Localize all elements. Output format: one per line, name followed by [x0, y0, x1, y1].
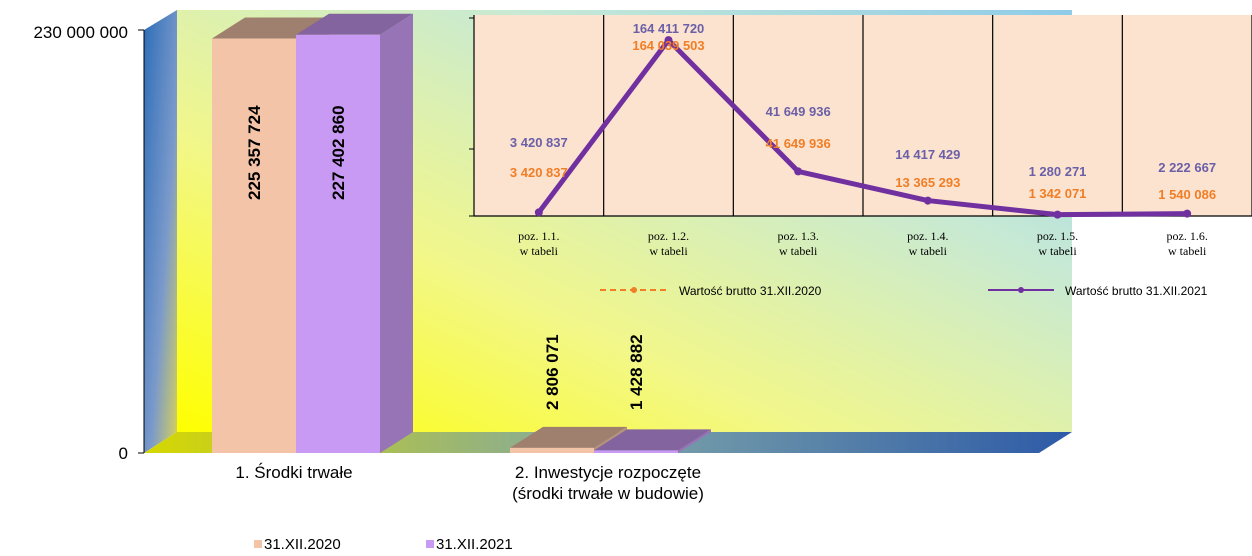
inset-legend-label-2021: Wartość brutto 31.XII.2021 — [1065, 284, 1208, 298]
inset-data-label-2021: 164 411 720 — [633, 21, 705, 36]
category-label-srodki-trwale: 1. Środki trwałe — [235, 463, 352, 482]
bar-2-31xii2020-front — [510, 447, 594, 453]
bar-1-31xii2021-top — [296, 13, 413, 35]
inset-x-tick-label: w tabeli — [1168, 244, 1207, 258]
inset-data-label-2020: 3 420 837 — [510, 165, 568, 180]
legend-swatch-2021 — [426, 540, 434, 548]
bar-2-31xii2021: 1 428 882 — [594, 334, 711, 453]
inset-point-2021 — [664, 36, 673, 45]
inset-x-tick-label: poz. 1.3. — [778, 229, 819, 243]
bar-2-31xii2020-value-label: 2 806 071 — [543, 334, 562, 410]
inset-x-tick-label: w tabeli — [649, 244, 688, 258]
inset-x-tick-label: w tabeli — [779, 244, 818, 258]
y-axis-min-label: 0 — [119, 444, 128, 463]
inset-line-chart: 3 420 837 3 420 837 164 411 720 164 039 503… — [469, 15, 1252, 298]
y-axis-max-label: 230 000 000 — [33, 23, 128, 42]
main-legend: 31.XII.2020 31.XII.2021 — [254, 536, 513, 553]
inset-x-tick-label: poz. 1.6. — [1167, 229, 1208, 243]
inset-point-2021 — [923, 196, 932, 205]
inset-data-label-2021: 3 420 837 — [510, 135, 568, 150]
inset-point-2021 — [794, 167, 803, 176]
inset-legend-marker-2020 — [631, 287, 637, 293]
bar-1-31xii2021-side — [380, 13, 413, 453]
bar-1-31xii2021: 227 402 860 — [296, 13, 413, 453]
bar-2-31xii2021-front — [594, 450, 678, 453]
bar-1-31xii2021-front — [296, 34, 380, 453]
inset-legend-label-2020: Wartość brutto 31.XII.2020 — [679, 284, 822, 298]
inset-data-label-2021: 2 222 667 — [1158, 160, 1216, 175]
bar-1-31xii2020-value-label: 225 357 724 — [245, 105, 264, 200]
inset-series-line-2021 — [536, 37, 1188, 218]
inset-data-label-2021: 41 649 936 — [766, 104, 831, 119]
category-label-inwestycje-line1: 2. Inwestycje rozpoczęte — [515, 463, 701, 482]
legend-swatch-2020 — [254, 540, 262, 548]
inset-x-tick-label: w tabeli — [909, 244, 948, 258]
inset-data-label-2021: 1 280 271 — [1029, 164, 1087, 179]
category-label-inwestycje-line2: (środki trwałe w budowie) — [512, 484, 704, 503]
inset-point-2021 — [534, 208, 543, 217]
main-bar-series: 225 357 724 227 402 860 2 806 071 1 428 882 — [212, 13, 711, 453]
bar-2-31xii2021-value-label: 1 428 882 — [627, 334, 646, 410]
inset-x-tick-label: poz. 1.1. — [518, 229, 559, 243]
bar-1-31xii2021-value-label: 227 402 860 — [329, 105, 348, 200]
bar-2-31xii2020-top — [510, 426, 627, 448]
inset-data-label-2020: 1 342 071 — [1029, 186, 1087, 201]
inset-legend: Wartość brutto 31.XII.2020 Wartość brutto… — [600, 284, 1208, 298]
inset-data-label-2020: 164 039 503 — [632, 38, 704, 53]
inset-x-tick-label: poz. 1.4. — [907, 229, 948, 243]
category-labels: 1. Środki trwałe 2. Inwestycje rozpoczęt… — [235, 463, 703, 503]
inset-x-tick-label: w tabeli — [520, 244, 559, 258]
chart-side-wall — [144, 10, 177, 453]
inset-x-tick-label: w tabeli — [1038, 244, 1077, 258]
inset-legend-marker-2021 — [1018, 287, 1024, 293]
bar-2-31xii2021-top — [594, 429, 711, 451]
inset-data-label-2021: 14 417 429 — [895, 147, 960, 162]
legend-label-2021: 31.XII.2021 — [436, 536, 513, 551]
inset-data-label-2020: 13 365 293 — [895, 175, 960, 190]
bar-2-31xii2021-side — [678, 429, 711, 453]
legend-label-2020: 31.XII.2020 — [264, 536, 341, 551]
inset-point-2021 — [1053, 210, 1062, 219]
bar-1-31xii2020-front — [212, 38, 296, 453]
inset-x-tick-label: poz. 1.2. — [648, 229, 689, 243]
inset-data-label-2020: 1 540 086 — [1158, 187, 1216, 202]
inset-x-tick-label: poz. 1.5. — [1037, 229, 1078, 243]
inset-point-2021 — [1183, 209, 1192, 218]
inset-data-label-2020: 41 649 936 — [766, 136, 831, 151]
